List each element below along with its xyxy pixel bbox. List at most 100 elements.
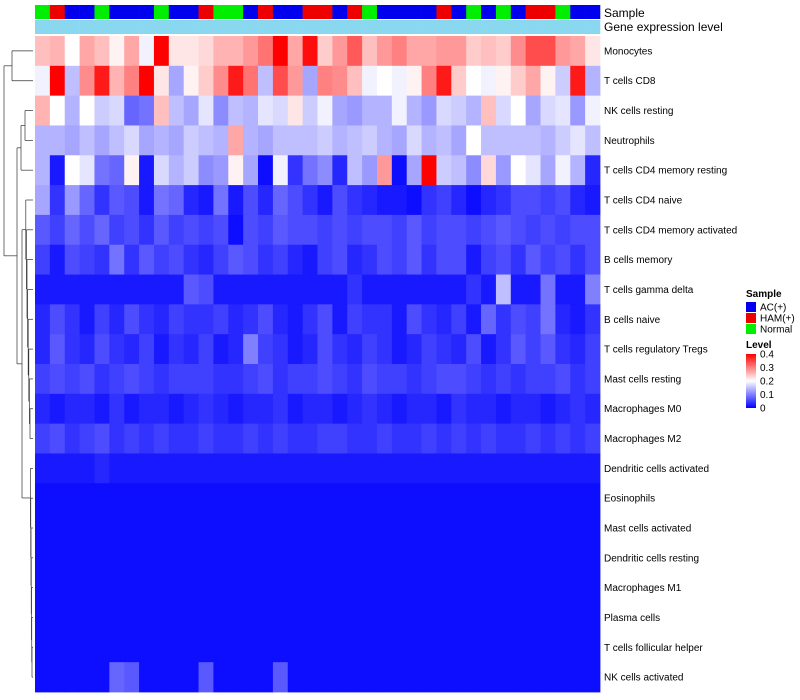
heatmap-cell: [243, 65, 259, 97]
heatmap-cell: [153, 274, 170, 305]
heatmap-cell: [258, 304, 274, 335]
heatmap-cell: [540, 214, 556, 246]
heatmap-cell: [436, 483, 452, 514]
heatmap-cell: [213, 334, 229, 365]
heatmap-cell: [451, 453, 467, 484]
heatmap-cell: [362, 125, 378, 156]
heatmap-cell: [198, 572, 214, 603]
heatmap-cell: [421, 36, 437, 67]
heatmap-cell: [287, 65, 304, 97]
heatmap-cell: [421, 572, 437, 603]
heatmap-cell: [168, 244, 185, 275]
row-label: B cells naive: [604, 315, 661, 326]
heatmap-cell: [436, 95, 452, 126]
sample-annotation-cell: [64, 5, 80, 19]
heatmap-cell: [183, 125, 199, 156]
heatmap-cell: [109, 483, 125, 514]
heatmap-cell: [406, 423, 422, 454]
heatmap-cell: [109, 453, 125, 484]
row-label: Dendritic cells activated: [604, 464, 709, 475]
heatmap-cell: [317, 483, 333, 514]
heatmap-cell: [510, 185, 527, 216]
heatmap-cell: [139, 632, 155, 663]
heatmap-cell: [362, 155, 378, 186]
heatmap-cell: [94, 36, 110, 67]
sample-annotation-cell: [436, 5, 452, 19]
heatmap-cell: [451, 125, 467, 156]
heatmap-cell: [421, 244, 437, 275]
heatmap-cell: [35, 36, 51, 67]
heatmap-cell: [272, 155, 289, 186]
heatmap-cell: [540, 453, 556, 484]
heatmap-cell: [510, 542, 527, 574]
heatmap-cell: [213, 304, 229, 335]
heatmap-cell: [183, 453, 199, 484]
expression-annotation-bar: [35, 20, 601, 34]
heatmap-cell: [391, 65, 408, 97]
heatmap-cell: [302, 155, 318, 186]
heatmap-cell: [347, 214, 363, 246]
sample-annotation-cell: [362, 5, 378, 19]
heatmap-cell: [49, 95, 66, 126]
heatmap-cell: [362, 423, 378, 454]
heatmap-cell: [258, 36, 274, 67]
level-legend: Level 0.4 0.3 0.2 0.1 0: [746, 340, 774, 415]
heatmap-cell: [272, 483, 289, 514]
heatmap-cell: [510, 155, 527, 186]
heatmap-cell: [525, 364, 541, 395]
heatmap-cell: [555, 274, 571, 305]
heatmap-cell: [481, 542, 497, 574]
heatmap-cell: [153, 542, 170, 574]
heatmap-cell: [436, 214, 452, 246]
heatmap-cell: [362, 65, 378, 97]
heatmap-cell: [376, 572, 393, 603]
expression-annotation-cell: [555, 20, 571, 34]
heatmap-cell: [391, 453, 408, 484]
heatmap-cell: [139, 364, 155, 395]
heatmap-cell: [406, 334, 422, 365]
heatmap-cell: [153, 125, 170, 156]
sample-annotation-cell: [481, 5, 497, 19]
heatmap-cell: [168, 423, 185, 454]
heatmap-cell: [585, 125, 601, 156]
expression-annotation-cell: [421, 20, 437, 34]
heatmap-cell: [35, 274, 51, 305]
heatmap-cell: [94, 632, 110, 663]
heatmap-cell: [317, 125, 333, 156]
heatmap-cell: [35, 632, 51, 663]
heatmap-cell: [35, 602, 51, 633]
heatmap-cell: [421, 65, 437, 97]
heatmap-cell: [183, 364, 199, 395]
heatmap-cell: [79, 453, 95, 484]
heatmap-cell: [258, 95, 274, 126]
heatmap-cell: [421, 304, 437, 335]
heatmap-cell: [168, 662, 185, 693]
heatmap-cell: [287, 334, 304, 365]
heatmap-cell: [451, 274, 467, 305]
heatmap-cell: [332, 602, 348, 633]
heatmap-cell: [139, 572, 155, 603]
heatmap-cell: [376, 602, 393, 633]
heatmap-cell: [64, 542, 81, 574]
heatmap-cell: [139, 334, 155, 365]
heatmap-cell: [451, 393, 467, 425]
heatmap-cell: [391, 542, 408, 574]
heatmap-cell: [49, 602, 66, 633]
heatmap-cell: [228, 125, 244, 156]
heatmap-cell: [183, 513, 199, 544]
heatmap-cell: [585, 632, 601, 663]
heatmap-cell: [451, 572, 467, 603]
row-label: Mast cells activated: [604, 524, 691, 535]
heatmap-cell: [495, 125, 512, 156]
expression-annotation-cell: [347, 20, 363, 34]
heatmap-cell: [376, 155, 393, 186]
heatmap-cell: [317, 364, 333, 395]
heatmap-cell: [35, 65, 51, 97]
heatmap-cell: [258, 453, 274, 484]
heatmap-cell: [64, 125, 81, 156]
heatmap-cell: [347, 632, 363, 663]
heatmap-cell: [302, 244, 318, 275]
heatmap-cell: [228, 65, 244, 97]
expression-annotation-cell: [183, 20, 199, 34]
heatmap-cell: [139, 36, 155, 67]
